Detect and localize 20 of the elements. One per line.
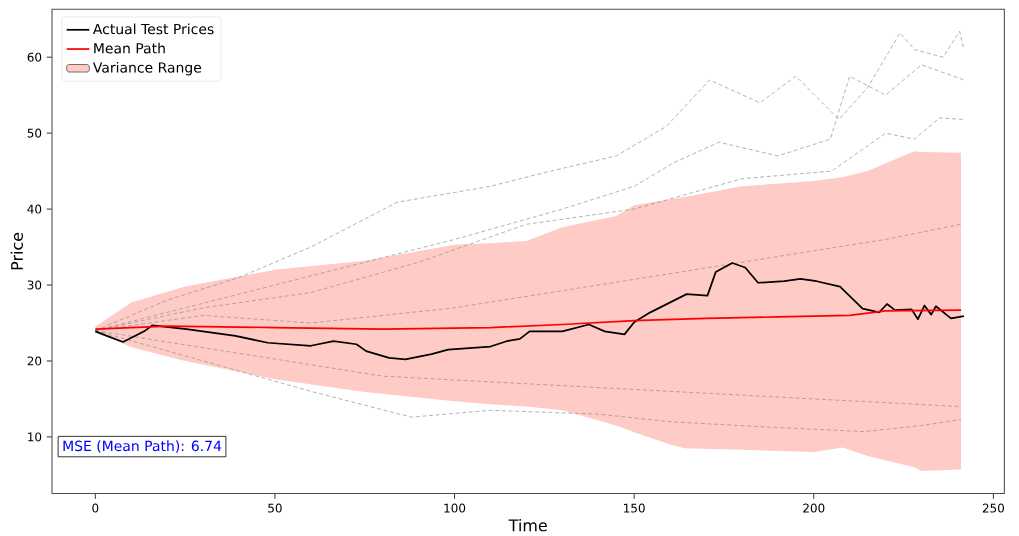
x-tick-label: 250 <box>982 503 1004 513</box>
y-tick-label: 20 <box>27 356 42 366</box>
annotation: MSE (Mean Path): 6.74 <box>63 440 222 453</box>
legend-label: Variance Range <box>92 62 202 76</box>
line-series <box>94 309 962 331</box>
x-tick-label: 150 <box>624 503 645 513</box>
y-tick-label: 40 <box>27 204 42 214</box>
x-axis-title: Time <box>508 519 547 532</box>
y-tick-label: 50 <box>27 128 42 138</box>
y-tick-label: 10 <box>28 432 42 442</box>
y-tick-label: 60 <box>27 52 42 62</box>
line-series <box>94 262 965 361</box>
y-tick-label: 30 <box>27 280 42 290</box>
y-axis-title: Price <box>10 232 23 270</box>
x-tick-label: 0 <box>92 503 99 513</box>
x-tick-label: 200 <box>803 503 825 513</box>
legend-label: Actual Test Prices <box>92 23 214 35</box>
legend-label: Mean Path <box>94 42 165 54</box>
x-tick-label: 100 <box>444 503 466 513</box>
x-tick-label: 50 <box>268 503 282 513</box>
